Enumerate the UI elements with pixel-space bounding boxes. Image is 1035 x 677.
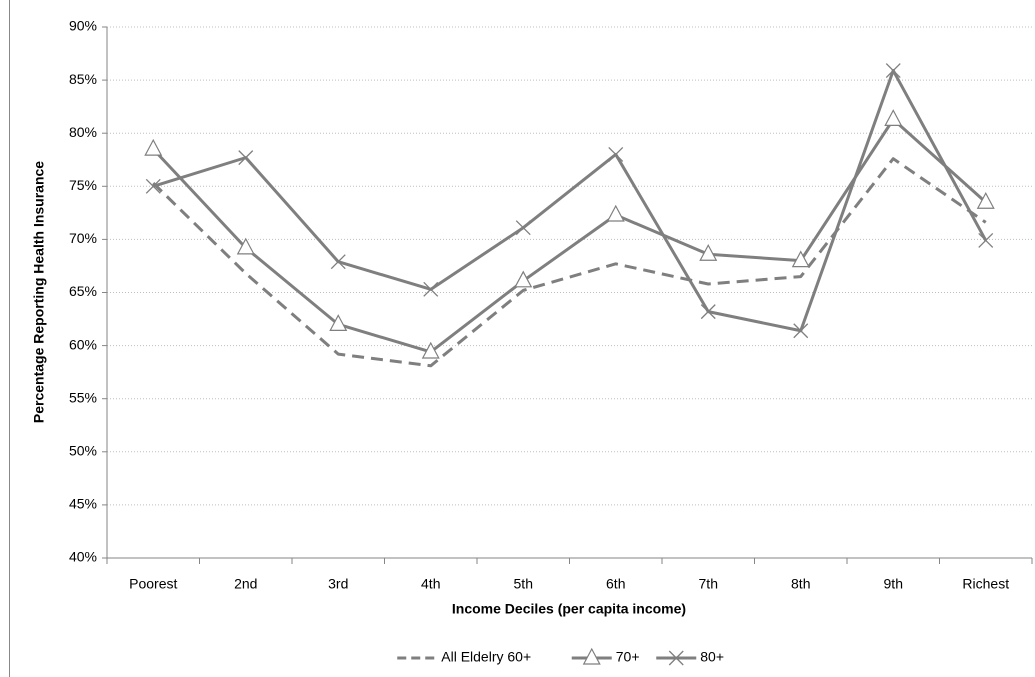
y-tick-label: 75% <box>69 177 97 193</box>
x-tick-label: 5th <box>514 576 533 592</box>
marker-x <box>423 281 439 297</box>
series-line <box>152 157 987 368</box>
marker-triangle <box>329 314 348 331</box>
y-tick-label: 50% <box>69 443 97 459</box>
marker-x <box>700 304 716 320</box>
marker-x <box>145 178 161 194</box>
x-tick-label: Poorest <box>129 576 177 592</box>
marker-triangle <box>144 138 163 156</box>
legend-label: 80+ <box>700 649 724 665</box>
legend-label: All Eldelry 60+ <box>441 649 531 665</box>
marker-triangle <box>606 204 625 222</box>
x-tick-label: 6th <box>606 576 625 592</box>
y-tick-label: 45% <box>69 496 97 512</box>
y-tick-label: 40% <box>69 549 97 565</box>
y-tick-label: 60% <box>69 336 97 352</box>
marker-triangle <box>884 109 903 126</box>
x-axis-label: Income Deciles (per capita income) <box>452 601 686 617</box>
legend-label: 70+ <box>616 649 640 665</box>
y-axis-label: Percentage Reporting Health Insurance <box>31 161 47 423</box>
x-tick-label: 2nd <box>234 576 257 592</box>
legend-marker <box>582 647 601 665</box>
marker-triangle <box>699 243 718 261</box>
marker-x <box>608 146 624 162</box>
marker-x <box>238 150 254 166</box>
series-line <box>152 69 988 333</box>
y-tick-label: 85% <box>69 71 97 87</box>
x-tick-label: 8th <box>791 576 810 592</box>
x-tick-label: 9th <box>884 576 903 592</box>
marker-triangle <box>236 237 255 255</box>
x-tick-label: Richest <box>962 576 1009 592</box>
marker-x <box>885 63 901 79</box>
marker-x <box>793 323 809 339</box>
y-tick-label: 55% <box>69 389 97 405</box>
y-tick-label: 65% <box>69 283 97 299</box>
marker-triangle <box>514 270 533 288</box>
y-tick-label: 90% <box>69 18 97 34</box>
x-tick-label: 3rd <box>328 576 348 592</box>
y-tick-label: 80% <box>69 124 97 140</box>
marker-x <box>978 233 994 248</box>
legend-marker <box>668 650 684 666</box>
x-tick-label: 4th <box>421 576 440 592</box>
marker-triangle <box>791 250 810 268</box>
marker-triangle <box>421 341 440 359</box>
marker-x <box>515 220 531 236</box>
x-tick-label: 7th <box>699 576 718 592</box>
marker-triangle <box>976 191 995 209</box>
marker-x <box>330 254 346 270</box>
y-tick-label: 70% <box>69 230 97 246</box>
series-line <box>152 117 987 354</box>
